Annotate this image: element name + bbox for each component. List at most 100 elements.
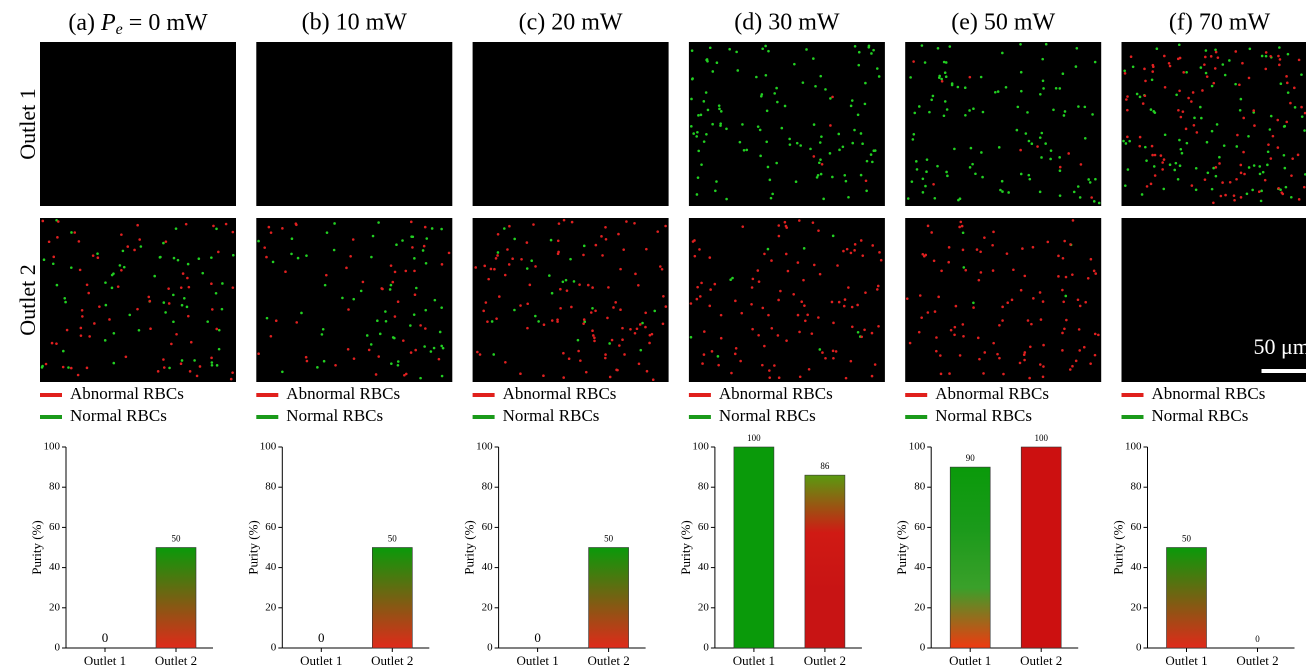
y-axis-label: Purity (%) [678, 520, 693, 575]
x-tick-label: Outlet 1 [84, 653, 126, 668]
y-axis-label: Purity (%) [462, 520, 477, 575]
y-tick-label: 20 [698, 601, 710, 613]
y-tick-label: 20 [1131, 601, 1143, 613]
legend-label: Normal RBCs [935, 406, 1032, 425]
value-label: 50 [1182, 534, 1192, 544]
y-tick-label: 20 [49, 601, 61, 613]
legend-label: Abnormal RBCs [286, 384, 400, 403]
y-tick-label: 40 [1131, 561, 1143, 573]
micrograph [689, 42, 885, 206]
title-symbol: P [100, 10, 116, 36]
micrograph [473, 42, 669, 206]
bar [1021, 447, 1061, 648]
value-label: 50 [172, 534, 182, 544]
y-tick-label: 100 [476, 441, 493, 453]
legend-label: Normal RBCs [719, 406, 816, 425]
y-tick-label: 60 [265, 521, 277, 533]
value-label: 0 [318, 630, 325, 645]
y-tick-label: 100 [692, 441, 709, 453]
title-suffix: = 0 mW [129, 10, 208, 36]
x-tick-label: Outlet 1 [949, 653, 991, 668]
legend-label: Abnormal RBCs [70, 384, 184, 403]
panel-title: (e) 50 mW [951, 10, 1055, 36]
x-tick-label: Outlet 2 [155, 653, 197, 668]
x-tick-label: Outlet 2 [1020, 653, 1062, 668]
x-tick-label: Outlet 1 [516, 653, 558, 668]
y-tick-label: 60 [914, 521, 926, 533]
y-tick-label: 0 [55, 642, 61, 654]
y-tick-label: 20 [914, 601, 926, 613]
x-tick-label: Outlet 1 [300, 653, 342, 668]
x-tick-label: Outlet 2 [587, 653, 629, 668]
title-prefix: (a) [68, 10, 95, 36]
y-axis-label: Purity (%) [29, 520, 44, 575]
row-label: Outlet 1 [15, 88, 40, 160]
panel-title: (c) 20 mW [519, 10, 623, 36]
y-tick-label: 60 [698, 521, 710, 533]
value-label: 50 [388, 534, 398, 544]
y-tick-label: 100 [909, 441, 926, 453]
micrograph [473, 218, 669, 382]
y-tick-label: 100 [1125, 441, 1142, 453]
x-tick-label: Outlet 2 [1236, 653, 1278, 668]
row-label: Outlet 2 [15, 264, 40, 336]
value-label: 86 [820, 461, 830, 471]
bar [734, 447, 774, 648]
y-tick-label: 100 [260, 441, 277, 453]
legend-label: Abnormal RBCs [503, 384, 617, 403]
y-tick-label: 80 [49, 481, 61, 493]
value-label: 0 [102, 630, 109, 645]
y-axis-label: Purity (%) [894, 520, 909, 575]
y-tick-label: 80 [698, 481, 710, 493]
micrograph [40, 218, 236, 382]
y-tick-label: 40 [49, 561, 61, 573]
panel-title: (a) Pe = 0 mW [68, 10, 208, 42]
bar [950, 467, 990, 648]
y-tick-label: 0 [487, 642, 493, 654]
title-subscript: e [116, 21, 123, 38]
y-tick-label: 0 [703, 642, 709, 654]
bar [156, 548, 196, 649]
micrograph [1122, 42, 1306, 206]
y-tick-label: 60 [49, 521, 61, 533]
y-tick-label: 0 [920, 642, 926, 654]
micrograph [905, 218, 1101, 382]
value-label: 100 [1034, 433, 1048, 443]
legend-label: Abnormal RBCs [935, 384, 1049, 403]
y-tick-label: 60 [1131, 521, 1143, 533]
value-label: 0 [534, 630, 541, 645]
panel-title: (d) 30 mW [734, 10, 840, 36]
x-tick-label: Outlet 1 [733, 653, 775, 668]
y-tick-label: 80 [914, 481, 926, 493]
panel-title: (b) 10 mW [302, 10, 408, 36]
legend-label: Normal RBCs [503, 406, 600, 425]
y-axis-label: Purity (%) [1110, 520, 1125, 575]
legend-label: Normal RBCs [1152, 406, 1249, 425]
y-tick-label: 0 [271, 642, 277, 654]
y-tick-label: 40 [914, 561, 926, 573]
scale-bar-label: 50 μm [1254, 334, 1306, 359]
x-tick-label: Outlet 1 [1165, 653, 1207, 668]
y-tick-label: 40 [482, 561, 494, 573]
legend-label: Normal RBCs [70, 406, 167, 425]
bar [372, 548, 412, 649]
y-axis-label: Purity (%) [245, 520, 260, 575]
value-label: 100 [747, 433, 761, 443]
value-label: 0 [1255, 634, 1260, 644]
y-tick-label: 0 [1136, 642, 1142, 654]
y-tick-label: 40 [698, 561, 710, 573]
panel-title: (f) 70 mW [1169, 10, 1271, 36]
y-tick-label: 100 [44, 441, 61, 453]
y-tick-label: 80 [482, 481, 494, 493]
micrograph [256, 42, 452, 206]
y-tick-label: 80 [265, 481, 277, 493]
legend-label: Abnormal RBCs [719, 384, 833, 403]
y-tick-label: 80 [1131, 481, 1143, 493]
bar [589, 548, 629, 649]
bar [805, 475, 845, 648]
legend-label: Abnormal RBCs [1152, 384, 1266, 403]
legend-label: Normal RBCs [286, 406, 383, 425]
bar [1167, 548, 1207, 649]
x-tick-label: Outlet 2 [371, 653, 413, 668]
